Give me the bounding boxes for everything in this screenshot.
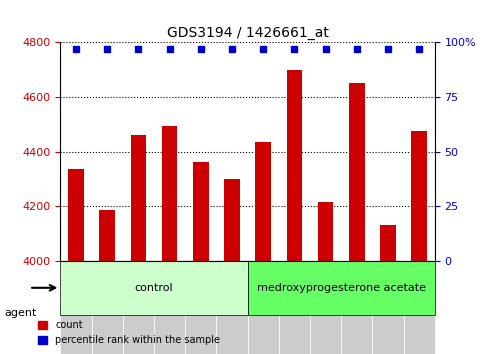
Bar	[68, 169, 84, 261]
Text: agent: agent	[5, 308, 37, 318]
Bar	[256, 142, 271, 261]
Bar	[130, 135, 146, 261]
FancyBboxPatch shape	[247, 261, 279, 354]
FancyBboxPatch shape	[372, 261, 403, 354]
FancyBboxPatch shape	[247, 261, 435, 315]
FancyBboxPatch shape	[154, 261, 185, 354]
FancyBboxPatch shape	[60, 261, 247, 315]
FancyBboxPatch shape	[92, 261, 123, 354]
Bar	[318, 202, 333, 261]
FancyBboxPatch shape	[341, 261, 372, 354]
Bar	[380, 225, 396, 261]
FancyBboxPatch shape	[403, 261, 435, 354]
Bar	[162, 126, 177, 261]
FancyBboxPatch shape	[279, 261, 310, 354]
Title: GDS3194 / 1426661_at: GDS3194 / 1426661_at	[167, 26, 328, 40]
Bar	[193, 162, 209, 261]
Bar	[286, 70, 302, 261]
Bar	[224, 179, 240, 261]
Legend: count, percentile rank within the sample: count, percentile rank within the sample	[34, 316, 224, 349]
FancyBboxPatch shape	[185, 261, 216, 354]
FancyBboxPatch shape	[60, 261, 92, 354]
Bar	[99, 210, 115, 261]
FancyBboxPatch shape	[216, 261, 247, 354]
Text: control: control	[135, 283, 173, 293]
Bar	[412, 131, 427, 261]
FancyBboxPatch shape	[123, 261, 154, 354]
Bar	[349, 83, 365, 261]
FancyBboxPatch shape	[310, 261, 341, 354]
Text: medroxyprogesterone acetate: medroxyprogesterone acetate	[256, 283, 426, 293]
